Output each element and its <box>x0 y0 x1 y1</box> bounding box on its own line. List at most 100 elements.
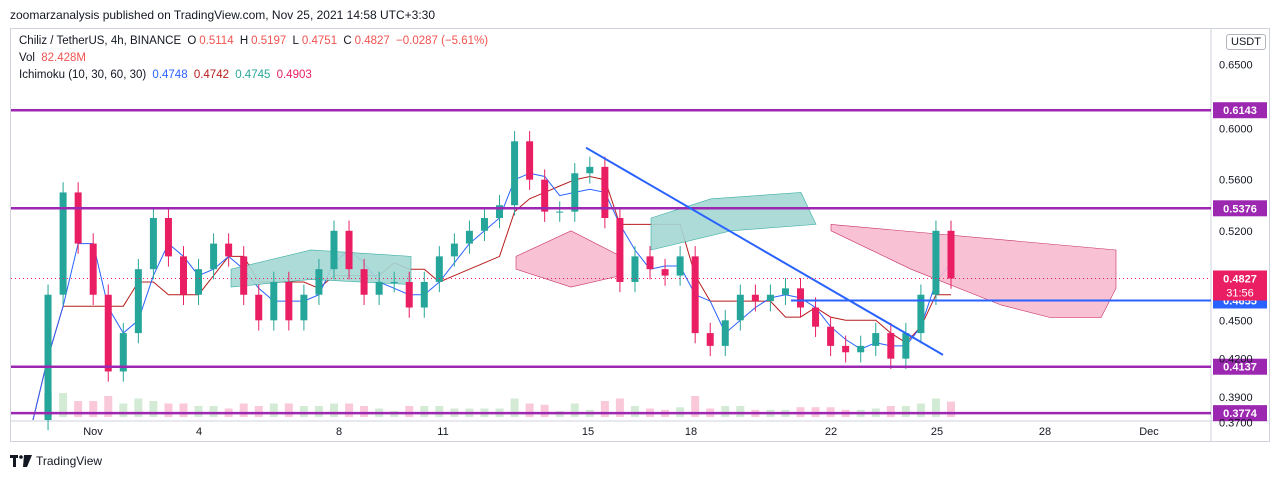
level-tag <box>1213 200 1267 217</box>
candle-body <box>842 345 850 353</box>
volume-bar <box>525 403 534 417</box>
last-price-tag <box>1213 270 1267 301</box>
volume-bar <box>179 403 188 417</box>
candle-body <box>375 281 383 295</box>
open-label: O <box>187 35 197 47</box>
candle-body <box>300 294 308 321</box>
volume-bar <box>194 406 203 417</box>
level-tag <box>1213 102 1267 119</box>
open-value: 0.5114 <box>199 35 234 47</box>
legend-ichimoku: Ichimoku (10, 30, 60, 30) 0.4748 0.4742 … <box>19 69 315 81</box>
candle-body <box>104 294 112 372</box>
volume-bar <box>405 406 414 417</box>
tradingview-logo-icon <box>10 455 32 467</box>
candle-body <box>255 294 263 321</box>
x-axis-tick: 11 <box>437 426 448 438</box>
volume-bar <box>615 398 624 417</box>
candle-body <box>210 243 218 270</box>
price-chart[interactable]: 0.61430.53760.41370.37740.46550.482731:5… <box>11 29 1269 441</box>
candle-body <box>134 269 142 334</box>
candle-body <box>631 256 639 282</box>
ichimoku-base-line <box>32 175 951 421</box>
legend-ohlc: Chiliz / TetherUS, 4h, BINANCE O 0.5114 H… <box>19 35 491 47</box>
volume-bar <box>947 401 955 417</box>
footer-brand[interactable]: TradingView <box>36 454 103 468</box>
candle-body <box>917 294 925 334</box>
x-axis-tick: 4 <box>196 426 202 438</box>
volume-bar <box>691 396 700 417</box>
x-axis-tick: 28 <box>1039 426 1051 438</box>
y-axis-tick: 0.6500 <box>1219 60 1253 72</box>
level-tag <box>1213 358 1267 375</box>
candle-body <box>541 179 549 212</box>
candle-body <box>676 256 684 276</box>
volume-bar <box>600 401 609 417</box>
y-axis-tick: 0.6000 <box>1219 124 1253 136</box>
close-value: 0.4827 <box>354 35 390 47</box>
candle-body <box>119 333 127 372</box>
candle-body <box>465 230 473 244</box>
ichimoku-cloud-future <box>830 224 1117 319</box>
volume-bar <box>345 403 354 417</box>
volume-bar <box>119 403 128 417</box>
volume-bar <box>360 406 369 417</box>
y-axis-tick: 0.3700 <box>1219 418 1253 430</box>
volume-bar <box>149 401 158 417</box>
publisher-line: zoomarzanalysis published on TradingView… <box>10 8 436 22</box>
ichimoku-cloud-bull <box>650 192 817 251</box>
candle-body <box>872 333 880 346</box>
level-label: 0.6143 <box>1223 105 1257 117</box>
change-value: −0.0287 (−5.61%) <box>396 35 489 47</box>
ichimoku-value-2: 0.4742 <box>193 69 229 81</box>
candle-body <box>315 269 323 295</box>
volume-bar <box>510 398 519 417</box>
candle-body <box>195 269 203 295</box>
low-label: L <box>292 35 299 47</box>
chart-panel[interactable]: 0.6143 0.5376 0.4137 0.3774 0.4655 0.4827 31:5… <box>10 28 1270 442</box>
candle-body <box>857 345 865 353</box>
ichimoku-conversion-line <box>32 172 952 421</box>
candle-body <box>781 288 789 295</box>
high-value: 0.5197 <box>251 35 287 47</box>
candle-body <box>390 281 398 283</box>
candle-body <box>706 333 714 346</box>
candle-body <box>812 307 820 327</box>
y-axis-tick: 0.5600 <box>1219 175 1253 187</box>
volume-bar <box>721 406 730 417</box>
volume-bar <box>59 393 68 417</box>
candle-body <box>330 230 338 270</box>
x-axis-tick: 18 <box>685 426 697 438</box>
candle-body <box>345 230 353 270</box>
high-label: H <box>239 35 249 47</box>
volume-bar <box>299 406 308 417</box>
ichimoku-value-1: 0.4748 <box>152 69 188 81</box>
volume-bar <box>736 406 745 417</box>
vol-label: Vol <box>19 52 35 64</box>
candle-body <box>149 218 157 270</box>
volume-bar <box>570 403 579 417</box>
y-axis-tick: 0.4500 <box>1219 315 1253 327</box>
legend-volume: Vol 82.428M <box>19 52 89 64</box>
candle-body <box>902 333 910 359</box>
volume-bar <box>104 396 113 417</box>
candle-body <box>511 141 519 206</box>
x-axis-tick: 15 <box>582 426 594 438</box>
ichimoku-label: Ichimoku (10, 30, 60, 30) <box>19 69 147 81</box>
candle-body <box>480 218 488 231</box>
level-label: 0.4137 <box>1223 362 1257 374</box>
candle-body <box>435 256 443 282</box>
volume-bar <box>209 406 218 417</box>
volume-bar <box>89 401 98 417</box>
candle-body <box>932 230 940 295</box>
volume-bar <box>420 406 429 417</box>
x-axis-tick: 25 <box>931 426 943 438</box>
candle-body <box>240 256 248 295</box>
candle-body <box>526 141 534 180</box>
volume-bar <box>931 398 940 417</box>
candle-body <box>450 243 458 257</box>
candle-body <box>179 256 187 295</box>
x-axis-tick: Dec <box>1139 426 1159 438</box>
currency-button[interactable]: USDT <box>1226 34 1266 50</box>
volume-bar <box>314 406 323 417</box>
candle-body <box>44 294 52 421</box>
